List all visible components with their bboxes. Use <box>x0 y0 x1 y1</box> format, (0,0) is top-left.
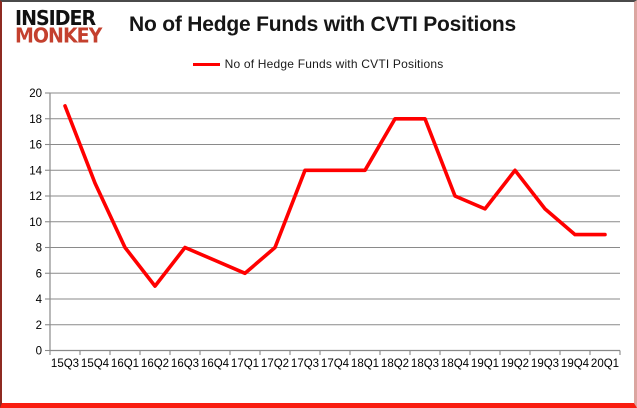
y-axis-tick-label: 16 <box>29 140 42 152</box>
x-axis-tick-label: 16Q4 <box>201 358 230 370</box>
y-axis-tick-label: 14 <box>29 165 42 177</box>
x-axis-tick-label: 19Q1 <box>471 358 499 370</box>
y-axis-tick-label: 2 <box>36 320 42 332</box>
x-axis-tick-label: 17Q4 <box>321 358 350 370</box>
x-axis-tick-label: 16Q1 <box>111 358 139 370</box>
x-axis-tick-label: 19Q4 <box>561 358 590 370</box>
x-axis-tick-label: 16Q3 <box>171 358 199 370</box>
y-axis-tick-label: 0 <box>36 346 42 358</box>
x-axis-tick-label: 19Q3 <box>531 358 559 370</box>
legend-label: No of Hedge Funds with CVTI Positions <box>224 57 444 71</box>
y-axis-tick-label: 6 <box>36 268 42 280</box>
y-axis-tick-label: 18 <box>29 114 42 126</box>
x-axis-tick-label: 18Q2 <box>381 358 409 370</box>
legend: No of Hedge Funds with CVTI Positions <box>2 57 634 71</box>
logo-insider-text: INSIDER <box>15 6 96 31</box>
y-axis-tick-label: 20 <box>29 88 42 100</box>
x-axis-tick-label: 17Q1 <box>231 358 259 370</box>
y-axis-tick-label: 8 <box>36 243 42 255</box>
logo-monkey-text: MONKEY <box>15 24 102 48</box>
x-axis-tick-label: 18Q4 <box>441 358 470 370</box>
x-axis-tick-label: 15Q3 <box>51 358 79 370</box>
x-axis-tick-label: 20Q1 <box>591 358 619 370</box>
legend-line-swatch-icon <box>192 62 220 66</box>
insider-monkey-logo: INSIDER MONKEY <box>15 6 102 48</box>
x-axis-tick-label: 18Q1 <box>351 358 379 370</box>
x-axis-tick-label: 17Q2 <box>261 358 289 370</box>
x-axis-tick-label: 17Q3 <box>291 358 319 370</box>
x-axis-tick-label: 19Q2 <box>501 358 529 370</box>
y-axis-tick-label: 4 <box>36 294 43 306</box>
y-axis-tick-label: 12 <box>29 191 42 203</box>
series-line-0 <box>63 104 607 288</box>
x-axis-tick-label: 15Q4 <box>81 358 110 370</box>
chart-title: No of Hedge Funds with CVTI Positions <box>129 13 516 36</box>
x-axis-tick-label: 16Q2 <box>141 358 169 370</box>
x-axis-tick-label: 18Q3 <box>411 358 439 370</box>
y-axis-tick-label: 10 <box>29 217 42 229</box>
